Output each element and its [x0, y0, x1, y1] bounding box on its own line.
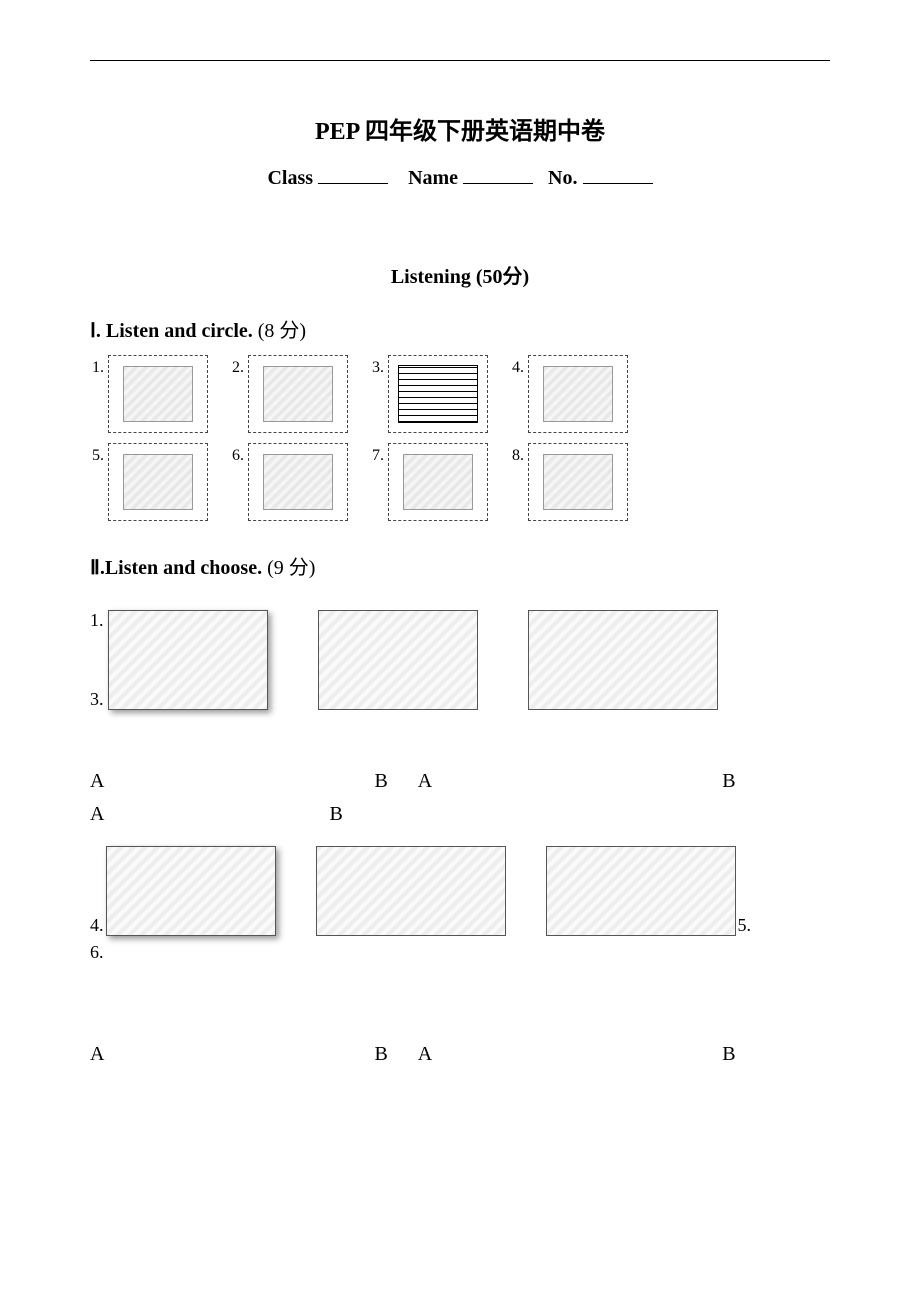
q1-box[interactable] — [108, 355, 208, 433]
q3-image — [398, 365, 478, 423]
q4-image — [543, 366, 613, 422]
s2-item-2 — [318, 610, 478, 710]
no-blank[interactable] — [583, 166, 653, 184]
s2-num-1: 1. — [90, 610, 104, 631]
q1-number: 1. — [92, 359, 104, 377]
q3-box[interactable] — [388, 355, 488, 433]
ab-3-A[interactable]: A — [90, 803, 104, 826]
q7-image — [403, 454, 473, 510]
q2-image — [263, 366, 333, 422]
section-1-row-2: 5. 6. 7. 8. — [90, 443, 830, 521]
ab-4-A[interactable]: A — [90, 1043, 104, 1066]
s2-block-5 — [316, 846, 506, 936]
listening-heading: Listening (50分) — [90, 260, 830, 289]
s2-image-2[interactable] — [318, 610, 478, 710]
q2-cell: 2. — [232, 355, 348, 433]
s2-nums-1-3: 1. 3. — [90, 610, 104, 710]
document-title: PEP 四年级下册英语期中卷 — [90, 111, 830, 146]
section-2-heading: Ⅱ.Listen and choose. (9 分) — [90, 551, 830, 580]
ab-1-B[interactable]: B — [374, 770, 387, 793]
q5-box[interactable] — [108, 443, 208, 521]
q4-cell: 4. — [512, 355, 628, 433]
s2-item-1-3: 1. 3. — [90, 610, 268, 710]
q5-cell: 5. — [92, 443, 208, 521]
q4-number: 4. — [512, 359, 524, 377]
ab-2-A[interactable]: A — [418, 770, 432, 793]
section-2-title: .Listen and choose. — [100, 557, 262, 579]
ab-3-B[interactable]: B — [329, 803, 342, 826]
q8-image — [543, 454, 613, 510]
s2-image-5[interactable] — [316, 846, 506, 936]
q6-cell: 6. — [232, 443, 348, 521]
student-info-line: Class Name No. — [90, 166, 830, 190]
q6-number: 6. — [232, 447, 244, 465]
ab-row-3: A B A B — [90, 1043, 830, 1066]
s2-block-6: 5. — [546, 846, 752, 936]
s2-image-4[interactable] — [106, 846, 276, 936]
q8-number: 8. — [512, 447, 524, 465]
q5-number: 5. — [92, 447, 104, 465]
ab-1-A[interactable]: A — [90, 770, 104, 793]
section-1-heading: Ⅰ. Listen and circle. (8 分) — [90, 314, 830, 343]
q7-cell: 7. — [372, 443, 488, 521]
q3-cell: 3. — [372, 355, 488, 433]
q2-box[interactable] — [248, 355, 348, 433]
s2-num-4: 4. — [90, 915, 104, 936]
q1-image — [123, 366, 193, 422]
s2-item-3 — [528, 610, 718, 710]
s2-image-1[interactable] — [108, 610, 268, 710]
q4-box[interactable] — [528, 355, 628, 433]
section-1-points: (8 分) — [253, 320, 306, 342]
section-2-row-2: 4. 6. 5. — [90, 846, 830, 963]
top-horizontal-rule — [90, 60, 830, 61]
section-2-row-1: 1. 3. — [90, 610, 830, 710]
s2-num-3: 3. — [90, 689, 104, 710]
q8-box[interactable] — [528, 443, 628, 521]
s2-num-5: 5. — [738, 915, 752, 936]
ab-5-A[interactable]: A — [418, 1043, 432, 1066]
q8-cell: 8. — [512, 443, 628, 521]
q2-number: 2. — [232, 359, 244, 377]
name-blank[interactable] — [463, 166, 533, 184]
section-2-points: (9 分) — [262, 557, 315, 579]
q6-image — [263, 454, 333, 510]
q7-number: 7. — [372, 447, 384, 465]
q1-cell: 1. — [92, 355, 208, 433]
ab-row-2: A B — [90, 803, 830, 826]
no-label: No. — [548, 167, 577, 189]
class-label: Class — [267, 167, 313, 189]
section-2-roman: Ⅱ — [90, 557, 100, 579]
s2-block-4: 4. 6. — [90, 846, 276, 963]
ab-row-1: A B A B — [90, 770, 830, 793]
class-blank[interactable] — [318, 166, 388, 184]
section-1-row-1: 1. 2. 3. 4. — [90, 355, 830, 433]
name-label: Name — [408, 167, 458, 189]
q7-box[interactable] — [388, 443, 488, 521]
q6-box[interactable] — [248, 443, 348, 521]
s2-num-6: 6. — [90, 942, 276, 963]
ab-5-B[interactable]: B — [722, 1043, 735, 1066]
ab-4-B[interactable]: B — [374, 1043, 387, 1066]
s2-image-6[interactable] — [546, 846, 736, 936]
section-1-title: . Listen and circle. — [96, 320, 253, 342]
q5-image — [123, 454, 193, 510]
q3-number: 3. — [372, 359, 384, 377]
s2-image-3[interactable] — [528, 610, 718, 710]
ab-2-B[interactable]: B — [722, 770, 735, 793]
